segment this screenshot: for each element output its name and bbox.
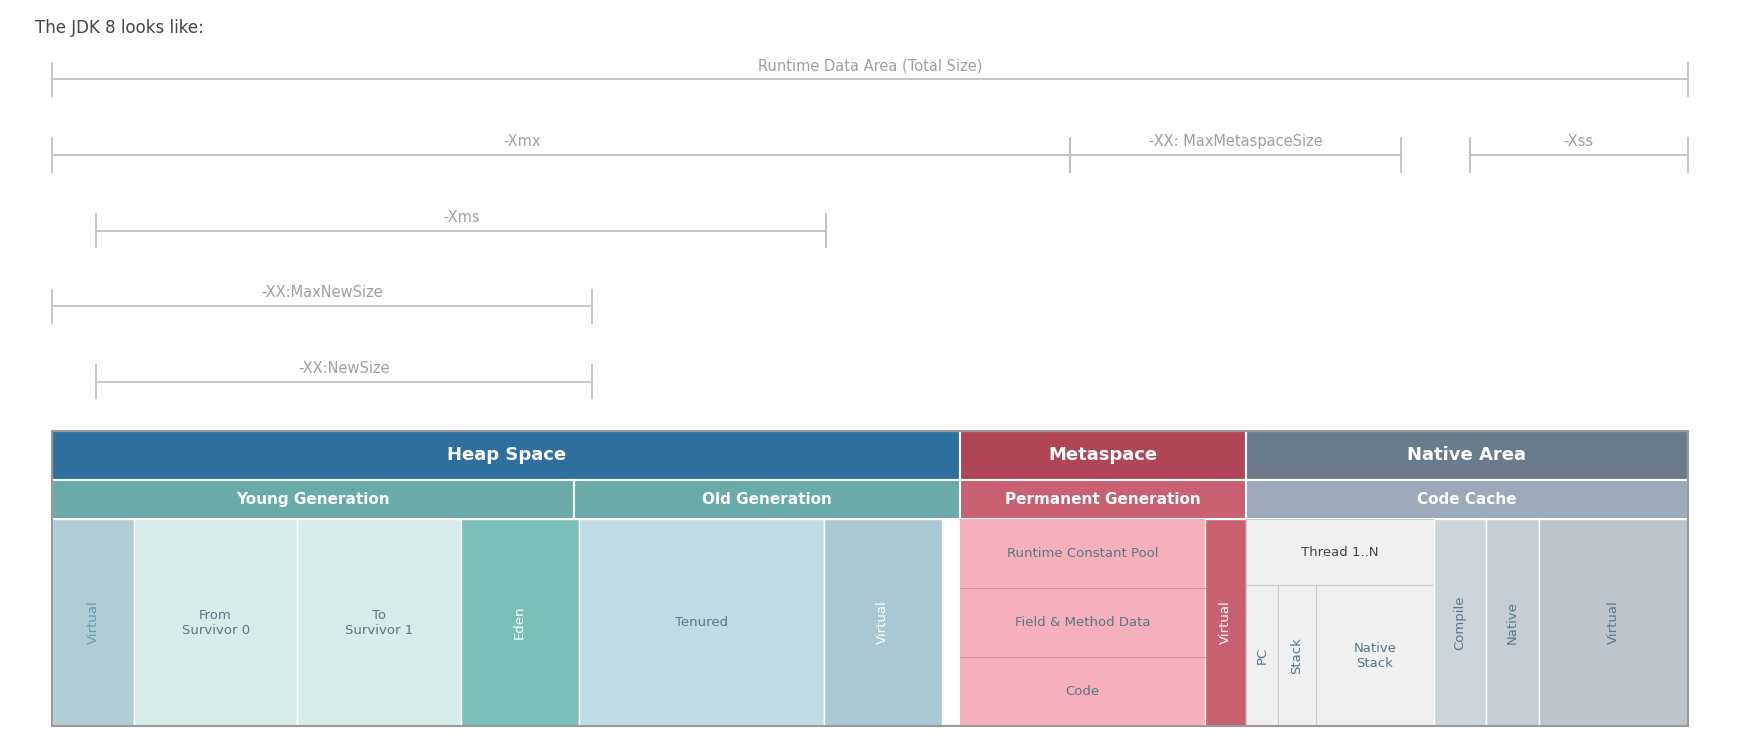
Text: The JDK 8 looks like:: The JDK 8 looks like: (35, 19, 203, 37)
Text: Native
Stack: Native Stack (1353, 642, 1396, 670)
FancyBboxPatch shape (823, 519, 941, 726)
Text: Code: Code (1064, 685, 1099, 698)
FancyBboxPatch shape (461, 519, 579, 726)
Text: Virtual: Virtual (87, 601, 99, 644)
Text: From
Survivor 0: From Survivor 0 (181, 609, 249, 637)
Text: -Xmx: -Xmx (503, 134, 541, 149)
FancyBboxPatch shape (1315, 585, 1433, 726)
Text: To
Survivor 1: To Survivor 1 (344, 609, 412, 637)
Text: -XX:MaxNewSize: -XX:MaxNewSize (261, 285, 383, 300)
Text: Compile: Compile (1452, 595, 1466, 650)
FancyBboxPatch shape (579, 519, 823, 726)
FancyBboxPatch shape (297, 519, 461, 726)
FancyBboxPatch shape (52, 480, 574, 519)
Text: Tenured: Tenured (675, 616, 727, 629)
Text: Virtual: Virtual (876, 601, 889, 644)
FancyBboxPatch shape (1245, 519, 1433, 585)
FancyBboxPatch shape (1276, 585, 1315, 726)
Text: Field & Method Data: Field & Method Data (1014, 616, 1149, 629)
Text: Heap Space: Heap Space (447, 447, 565, 464)
FancyBboxPatch shape (1433, 519, 1485, 726)
Text: Old Generation: Old Generation (703, 492, 831, 507)
Text: Native Area: Native Area (1407, 447, 1525, 464)
Text: -XX:NewSize: -XX:NewSize (299, 361, 390, 376)
FancyBboxPatch shape (1245, 431, 1687, 480)
Text: -Xss: -Xss (1562, 134, 1593, 149)
Text: Metaspace: Metaspace (1049, 447, 1156, 464)
FancyBboxPatch shape (574, 480, 960, 519)
FancyBboxPatch shape (52, 431, 960, 480)
FancyBboxPatch shape (1245, 480, 1687, 519)
Text: Native: Native (1504, 601, 1518, 644)
FancyBboxPatch shape (960, 431, 1245, 480)
FancyBboxPatch shape (1203, 519, 1245, 726)
FancyBboxPatch shape (960, 480, 1245, 519)
Text: Runtime Data Area (Total Size): Runtime Data Area (Total Size) (758, 58, 981, 73)
Text: Stack: Stack (1289, 637, 1303, 674)
FancyBboxPatch shape (52, 519, 134, 726)
Text: Eden: Eden (513, 606, 525, 640)
FancyBboxPatch shape (1537, 519, 1687, 726)
Text: Virtual: Virtual (1605, 601, 1619, 644)
FancyBboxPatch shape (1485, 519, 1537, 726)
Text: -XX: MaxMetaspaceSize: -XX: MaxMetaspaceSize (1148, 134, 1322, 149)
FancyBboxPatch shape (1245, 585, 1276, 726)
FancyBboxPatch shape (960, 519, 1203, 726)
Text: -Xms: -Xms (442, 209, 480, 225)
FancyBboxPatch shape (134, 519, 297, 726)
Text: Runtime Constant Pool: Runtime Constant Pool (1005, 547, 1158, 560)
Text: PC: PC (1254, 647, 1268, 665)
Text: Thread 1..N: Thread 1..N (1301, 546, 1377, 559)
Text: Code Cache: Code Cache (1416, 492, 1516, 507)
Text: Virtual: Virtual (1219, 601, 1231, 644)
Text: Permanent Generation: Permanent Generation (1005, 492, 1200, 507)
Text: Young Generation: Young Generation (237, 492, 390, 507)
